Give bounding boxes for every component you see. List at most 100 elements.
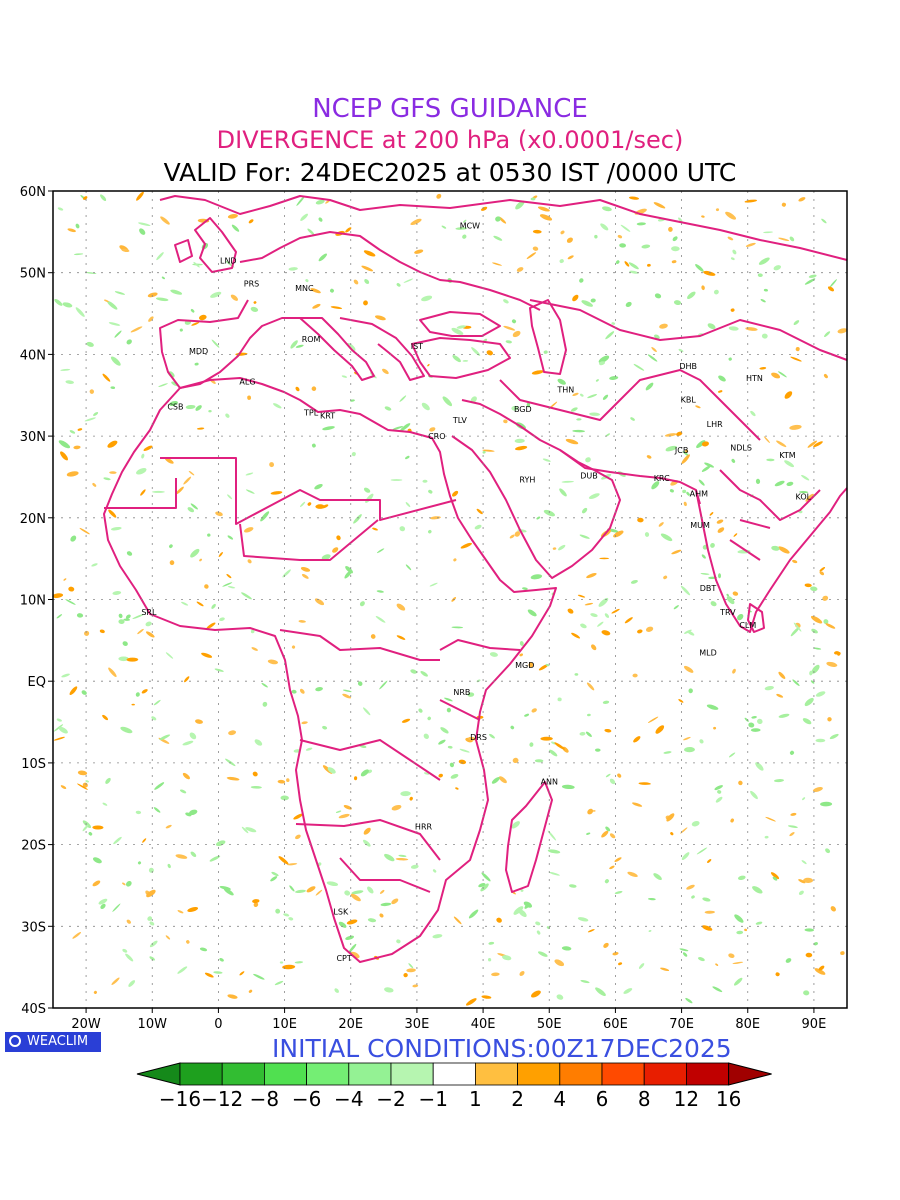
- divergence-patch: [514, 531, 521, 537]
- divergence-patch: [146, 631, 155, 638]
- convergence-patch: [241, 592, 252, 600]
- divergence-patch: [92, 825, 104, 830]
- lat-label: 40N: [20, 348, 46, 363]
- convergence-patch: [696, 440, 706, 449]
- convergence-patch: [151, 716, 157, 721]
- convergence-patch: [450, 773, 459, 779]
- colorbar-label: −12: [201, 1087, 244, 1111]
- convergence-patch: [590, 613, 598, 618]
- divergence-patch: [60, 785, 67, 790]
- divergence-patch: [468, 736, 476, 741]
- city-label-clm: CLM: [739, 621, 756, 630]
- divergence-patch: [491, 972, 500, 977]
- divergence-patch: [680, 827, 688, 834]
- convergence-patch: [821, 218, 827, 224]
- convergence-patch: [396, 939, 401, 944]
- divergence-patch: [248, 989, 253, 993]
- divergence-patch: [330, 306, 343, 310]
- divergence-patch: [498, 776, 507, 784]
- convergence-patch: [295, 344, 304, 348]
- convergence-patch: [760, 299, 766, 303]
- lat-label: 20S: [21, 839, 46, 854]
- convergence-patch: [384, 406, 392, 411]
- divergence-patch: [618, 962, 623, 966]
- divergence-patch: [374, 315, 386, 321]
- convergence-patch: [315, 687, 323, 692]
- convergence-patch: [772, 876, 778, 881]
- divergence-patch: [93, 990, 97, 994]
- convergence-patch: [651, 481, 660, 490]
- convergence-patch: [362, 707, 371, 716]
- convergence-patch: [757, 718, 763, 725]
- divergence-patch: [458, 759, 467, 765]
- divergence-patch: [247, 559, 252, 564]
- convergence-patch: [155, 297, 169, 302]
- convergence-patch: [342, 689, 352, 693]
- convergence-patch: [350, 399, 355, 402]
- convergence-patch: [758, 257, 770, 265]
- colorbar-label: −1: [418, 1087, 448, 1111]
- divergence-patch: [295, 386, 300, 392]
- convergence-patch: [588, 493, 600, 499]
- convergence-patch: [225, 758, 236, 767]
- convergence-patch: [341, 375, 348, 378]
- convergence-patch: [605, 826, 611, 832]
- convergence-patch: [296, 195, 305, 206]
- convergence-patch: [488, 941, 495, 945]
- convergence-patch: [62, 302, 73, 308]
- divergence-patch: [227, 994, 238, 999]
- convergence-patch: [713, 289, 719, 295]
- divergence-patch: [732, 591, 739, 596]
- convergence-patch: [190, 851, 197, 858]
- divergence-patch: [455, 787, 459, 790]
- convergence-patch: [399, 395, 407, 402]
- convergence-patch: [193, 261, 200, 268]
- convergence-patch: [815, 691, 826, 697]
- convergence-patch: [85, 271, 97, 275]
- convergence-patch: [181, 601, 189, 606]
- convergence-patch: [410, 669, 417, 674]
- divergence-patch: [188, 470, 195, 476]
- divergence-patch: [770, 872, 780, 880]
- convergence-patch: [73, 253, 84, 256]
- divergence-patch: [834, 651, 840, 655]
- lon-label: 60E: [603, 1017, 628, 1032]
- convergence-patch: [574, 673, 579, 676]
- convergence-patch: [579, 278, 584, 283]
- coastline-arabia: [451, 399, 621, 579]
- convergence-patch: [793, 622, 802, 632]
- convergence-patch: [647, 354, 658, 362]
- convergence-patch: [671, 246, 680, 252]
- convergence-patch: [712, 986, 723, 993]
- divergence-patch: [695, 405, 701, 409]
- convergence-patch: [801, 860, 807, 865]
- convergence-patch: [321, 554, 331, 560]
- convergence-patch: [580, 623, 587, 629]
- title-line-2: DIVERGENCE at 200 hPa (x0.0001/sec): [216, 126, 684, 154]
- convergence-patch: [701, 554, 706, 559]
- convergence-patch: [804, 278, 816, 285]
- divergence-patch: [481, 995, 492, 999]
- colorbar-segment: [601, 1062, 645, 1086]
- divergence-patch: [391, 898, 399, 905]
- divergence-patch: [781, 202, 786, 207]
- convergence-patch: [503, 299, 509, 304]
- convergence-patch: [222, 582, 233, 587]
- convergence-patch: [151, 490, 165, 493]
- convergence-patch: [707, 323, 716, 330]
- divergence-patch: [686, 884, 695, 890]
- convergence-patch: [423, 733, 429, 739]
- logo-icon: [9, 1035, 21, 1047]
- divergence-patch: [243, 527, 254, 533]
- convergence-patch: [579, 393, 584, 397]
- convergence-patch: [811, 628, 818, 634]
- divergence-patch: [701, 441, 709, 447]
- convergence-patch: [802, 718, 812, 725]
- convergence-patch: [549, 871, 560, 876]
- divergence-patch: [664, 433, 677, 437]
- divergence-patch: [77, 783, 88, 790]
- divergence-patch: [776, 440, 787, 448]
- colorbar-label: −16: [158, 1087, 202, 1111]
- convergence-patch: [750, 790, 758, 800]
- divergence-patch: [819, 566, 826, 572]
